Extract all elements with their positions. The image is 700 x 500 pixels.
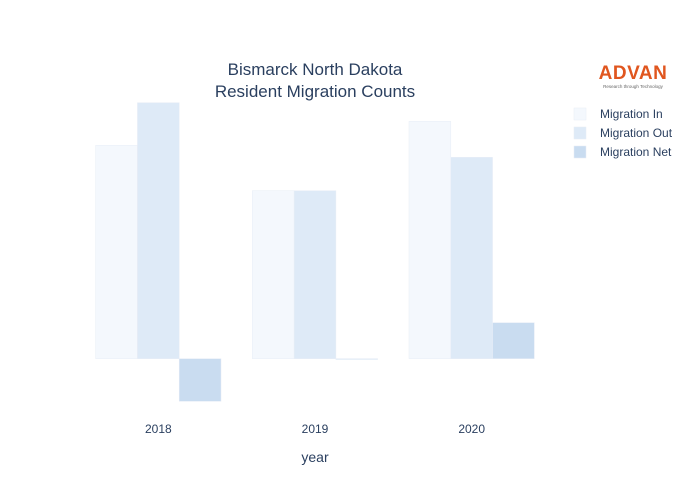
legend-swatch [573, 126, 587, 140]
advan-logo: ADVAN Research through Technology [588, 64, 678, 94]
x-axis-title: year [301, 449, 329, 465]
bar-migration-net-2020[interactable] [492, 322, 535, 359]
bar-migration-out-2020[interactable] [450, 157, 493, 359]
x-tick-labels: 2018 2019 2020 [145, 422, 485, 436]
logo-tagline: Research through Technology [603, 84, 663, 89]
chart-title: Bismarck North Dakota Resident Migration… [215, 60, 415, 101]
legend-swatch [573, 145, 587, 159]
bar-migration-net-2018[interactable] [178, 358, 222, 402]
bar-migration-in-2018[interactable] [95, 145, 138, 359]
x-tick-label-2020: 2020 [458, 422, 485, 436]
legend-label: Migration Net [600, 145, 672, 159]
legend-item-migration-out[interactable]: Migration Out [573, 126, 673, 140]
legend-label: Migration Out [600, 126, 673, 140]
bar-migration-net-2019[interactable] [335, 358, 378, 360]
bar-migration-in-2020[interactable] [408, 121, 452, 359]
bar-migration-out-2019[interactable] [293, 190, 337, 359]
logo-wordmark: ADVAN [598, 63, 668, 84]
bar-migration-in-2019[interactable] [252, 190, 295, 359]
legend-item-migration-in[interactable]: Migration In [573, 107, 663, 121]
x-tick-label-2018: 2018 [145, 422, 172, 436]
x-tick-label-2019: 2019 [302, 422, 329, 436]
legend-swatch [573, 107, 587, 121]
legend-item-migration-net[interactable]: Migration Net [573, 145, 672, 159]
chart-title-line-1: Bismarck North Dakota [228, 60, 403, 79]
chart-title-line-2: Resident Migration Counts [215, 82, 415, 101]
legend[interactable]: Migration In Migration Out Migration Net [573, 107, 673, 159]
legend-label: Migration In [600, 107, 663, 121]
bars-layer [95, 102, 535, 402]
bar-migration-out-2018[interactable] [137, 102, 180, 359]
